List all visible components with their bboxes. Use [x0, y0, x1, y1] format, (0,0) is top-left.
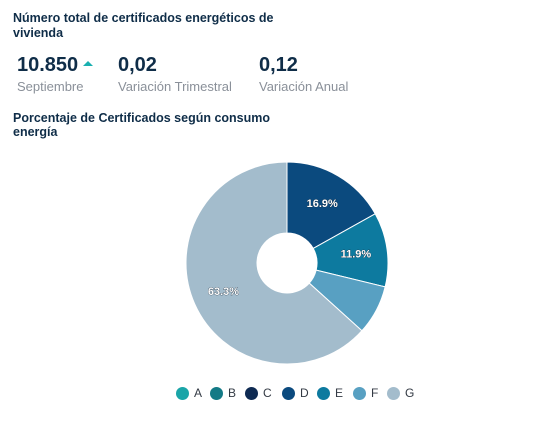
kpi-quarterly-label: Variación Trimestral	[118, 79, 232, 94]
legend-label: A	[194, 386, 203, 400]
data-label-g: 63.3%	[208, 286, 239, 298]
legend-swatch	[176, 386, 189, 400]
kpi-annual-label: Variación Anual	[259, 79, 349, 94]
legend-swatch	[317, 386, 330, 400]
data-label-d: 16.9%	[307, 198, 338, 210]
kpi-annual-value: 0,12	[259, 54, 298, 76]
kpi-row: 10.850 Septiembre 0,02 Variación Trimest…	[17, 53, 379, 95]
chart-legend: A B C D E F G	[0, 384, 560, 404]
data-label-e: 11.9%	[341, 249, 372, 261]
kpi-quarterly: 0,02 Variación Trimestral	[118, 53, 259, 95]
legend-item-g[interactable]: G	[387, 384, 414, 402]
legend-label: G	[405, 386, 415, 400]
donut-slice-d[interactable]	[286, 161, 376, 250]
kpi-total-label: Septiembre	[17, 79, 84, 94]
trend-up-icon	[83, 60, 94, 66]
legend-label: D	[300, 386, 309, 400]
legend-swatch	[282, 386, 295, 400]
legend-label: C	[263, 386, 272, 400]
legend-label: B	[228, 386, 237, 400]
legend-item-f[interactable]: F	[353, 384, 378, 402]
legend-swatch	[210, 386, 223, 400]
legend-label: F	[371, 386, 379, 400]
legend-item-e[interactable]: E	[317, 384, 343, 402]
donut-chart: 16.9% 11.9% 63.3%	[185, 161, 389, 365]
legend-swatch	[353, 386, 366, 400]
legend-item-c[interactable]: C	[245, 384, 272, 402]
legend-swatch	[387, 386, 400, 400]
legend-label: E	[335, 386, 344, 400]
legend-item-a[interactable]: A	[176, 384, 202, 402]
legend-item-d[interactable]: D	[282, 384, 309, 402]
kpi-total-value: 10.850	[17, 54, 79, 76]
legend-swatch	[245, 386, 258, 400]
certificates-total-title: Número total de certificados energéticos…	[13, 11, 274, 40]
donut-slice-g[interactable]	[185, 161, 363, 365]
kpi-quarterly-value: 0,02	[118, 54, 157, 76]
kpi-total: 10.850 Septiembre	[17, 53, 118, 95]
legend-item-b[interactable]: B	[210, 384, 236, 402]
kpi-annual: 0,12 Variación Anual	[259, 53, 379, 95]
donut-slice-e[interactable]	[312, 213, 389, 288]
chart-title: Porcentaje de Certificados según consumo…	[13, 111, 271, 139]
